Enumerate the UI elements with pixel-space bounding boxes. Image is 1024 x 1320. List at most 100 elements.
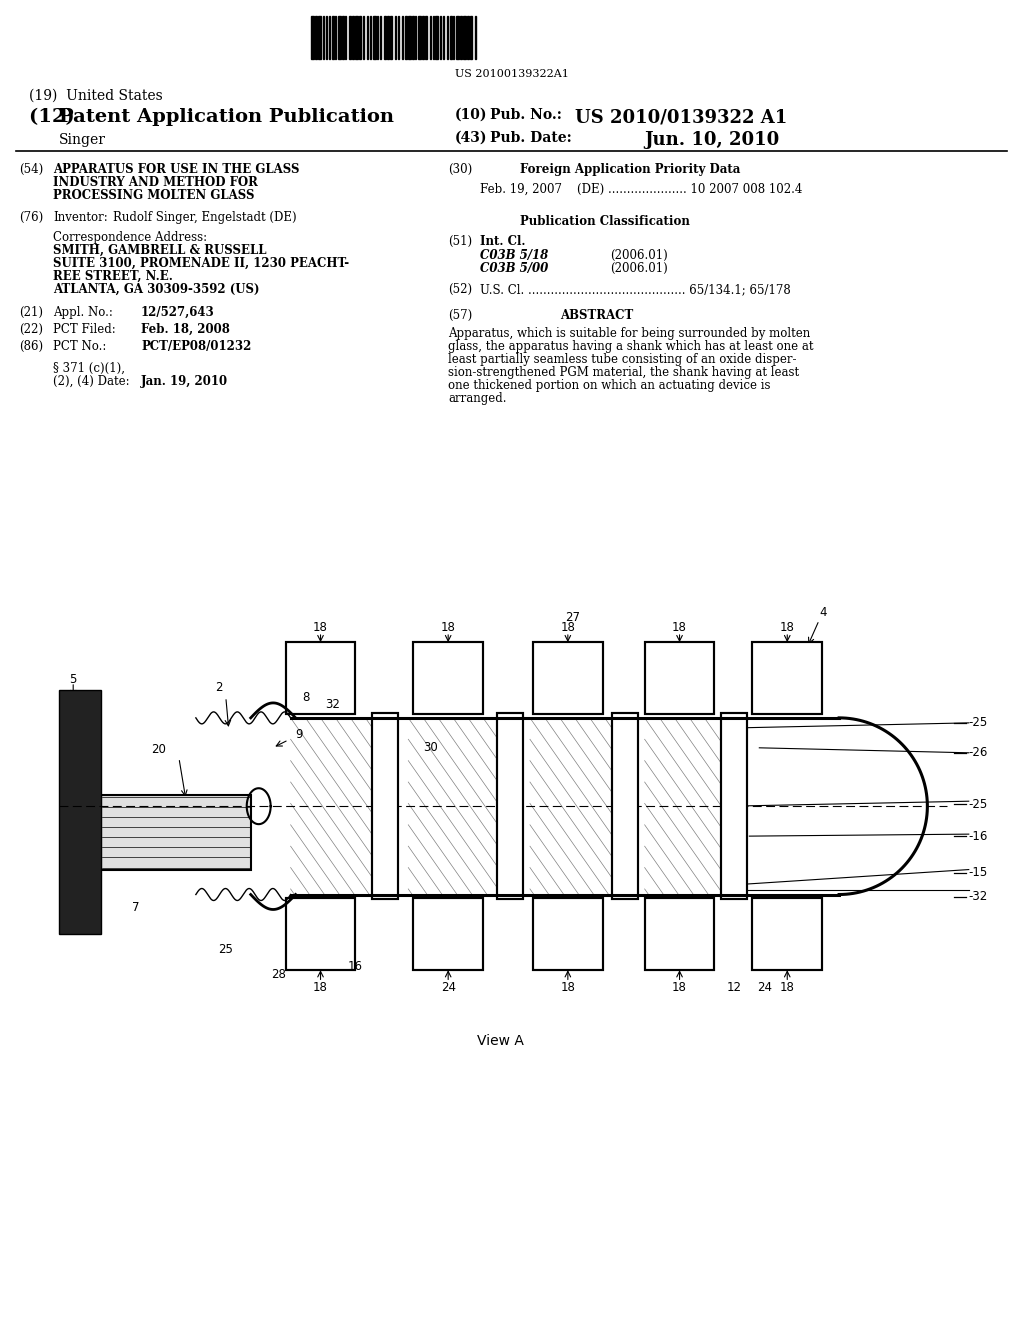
Bar bbox=[373, 713, 398, 899]
Text: US 20100139322A1: US 20100139322A1 bbox=[455, 69, 569, 79]
Text: U.S. Cl. .......................................... 65/134.1; 65/178: U.S. Cl. ...............................… bbox=[480, 282, 791, 296]
Text: PCT/EP08/01232: PCT/EP08/01232 bbox=[141, 339, 251, 352]
Bar bbox=[406, 16, 408, 59]
Text: Patent Application Publication: Patent Application Publication bbox=[59, 108, 394, 127]
Bar bbox=[352, 16, 354, 59]
Text: 18: 18 bbox=[780, 620, 795, 634]
Text: SUITE 3100, PROMENADE II, 1230 PEACHT-: SUITE 3100, PROMENADE II, 1230 PEACHT- bbox=[53, 257, 349, 269]
Bar bbox=[339, 16, 341, 59]
Text: (52): (52) bbox=[449, 282, 472, 296]
Text: (54): (54) bbox=[19, 164, 44, 176]
Bar bbox=[722, 713, 748, 899]
Text: 18: 18 bbox=[672, 981, 687, 994]
Bar bbox=[374, 16, 377, 59]
Bar bbox=[532, 899, 603, 970]
Bar bbox=[286, 642, 355, 714]
Bar bbox=[611, 713, 638, 899]
Bar bbox=[645, 642, 715, 714]
Text: C03B 5/00: C03B 5/00 bbox=[480, 261, 548, 275]
Bar bbox=[467, 16, 469, 59]
Bar bbox=[753, 899, 822, 970]
Text: 12/527,643: 12/527,643 bbox=[141, 306, 215, 318]
Bar bbox=[435, 16, 438, 59]
Text: -25: -25 bbox=[969, 717, 988, 730]
Bar bbox=[425, 16, 427, 59]
Bar bbox=[470, 16, 472, 59]
Text: 18: 18 bbox=[440, 620, 456, 634]
Bar bbox=[497, 713, 523, 899]
Text: -16: -16 bbox=[969, 830, 988, 842]
Text: APPARATUS FOR USE IN THE GLASS: APPARATUS FOR USE IN THE GLASS bbox=[53, 164, 300, 176]
Bar bbox=[460, 16, 462, 59]
Text: Publication Classification: Publication Classification bbox=[520, 215, 690, 228]
Bar bbox=[384, 16, 386, 59]
Bar bbox=[532, 899, 603, 970]
Text: Int. Cl.: Int. Cl. bbox=[480, 235, 525, 248]
Text: 18: 18 bbox=[560, 981, 575, 994]
Text: 16: 16 bbox=[348, 960, 362, 973]
Text: -15: -15 bbox=[969, 866, 988, 879]
Bar bbox=[532, 642, 603, 714]
Bar bbox=[611, 713, 638, 899]
Bar bbox=[286, 642, 355, 714]
Text: § 371 (c)(1),: § 371 (c)(1), bbox=[53, 362, 125, 375]
Bar bbox=[418, 16, 421, 59]
Bar bbox=[349, 16, 351, 59]
Text: (57): (57) bbox=[449, 309, 472, 322]
Text: 32: 32 bbox=[326, 698, 340, 711]
Text: 27: 27 bbox=[565, 611, 580, 623]
Text: (22): (22) bbox=[19, 322, 43, 335]
Bar bbox=[310, 16, 313, 59]
Bar bbox=[373, 713, 398, 899]
Bar bbox=[359, 16, 361, 59]
Text: US 2010/0139322 A1: US 2010/0139322 A1 bbox=[574, 108, 787, 127]
Text: PCT No.:: PCT No.: bbox=[53, 339, 106, 352]
Text: Apparatus, which is suitable for being surrounded by molten: Apparatus, which is suitable for being s… bbox=[449, 327, 810, 339]
Text: View A: View A bbox=[476, 1034, 523, 1048]
Text: (2), (4) Date:: (2), (4) Date: bbox=[53, 375, 130, 388]
Text: Rudolf Singer, Engelstadt (DE): Rudolf Singer, Engelstadt (DE) bbox=[113, 211, 297, 224]
Bar bbox=[413, 16, 415, 59]
Text: Jun. 10, 2010: Jun. 10, 2010 bbox=[645, 131, 780, 149]
Bar bbox=[342, 16, 344, 59]
Text: (30): (30) bbox=[449, 164, 472, 176]
Bar bbox=[387, 16, 389, 59]
Bar bbox=[645, 899, 715, 970]
Bar bbox=[355, 16, 358, 59]
Text: 9: 9 bbox=[295, 729, 302, 742]
Text: Singer: Singer bbox=[59, 133, 106, 147]
Bar bbox=[414, 899, 483, 970]
Bar bbox=[286, 899, 355, 970]
Bar bbox=[645, 899, 715, 970]
Text: Feb. 19, 2007    (DE) ..................... 10 2007 008 102.4: Feb. 19, 2007 (DE) .....................… bbox=[480, 183, 803, 195]
Text: Foreign Application Priority Data: Foreign Application Priority Data bbox=[520, 164, 740, 176]
Text: 18: 18 bbox=[780, 981, 795, 994]
Bar bbox=[390, 16, 392, 59]
Text: 5: 5 bbox=[70, 673, 77, 686]
Bar bbox=[451, 16, 453, 59]
Text: 25: 25 bbox=[218, 942, 233, 956]
Text: -32: -32 bbox=[969, 890, 988, 903]
Text: Feb. 18, 2008: Feb. 18, 2008 bbox=[141, 322, 229, 335]
Bar bbox=[753, 642, 822, 714]
Bar bbox=[414, 642, 483, 714]
Text: 7: 7 bbox=[132, 902, 139, 913]
Text: 18: 18 bbox=[313, 620, 328, 634]
Text: INDUSTRY AND METHOD FOR: INDUSTRY AND METHOD FOR bbox=[53, 176, 258, 189]
Text: (51): (51) bbox=[449, 235, 472, 248]
Bar bbox=[414, 642, 483, 714]
Text: 18: 18 bbox=[313, 981, 328, 994]
Text: (43): (43) bbox=[455, 131, 487, 145]
Text: (76): (76) bbox=[19, 211, 44, 224]
Text: (86): (86) bbox=[19, 339, 43, 352]
Bar bbox=[317, 16, 321, 59]
Text: (2006.01): (2006.01) bbox=[609, 249, 668, 261]
Bar bbox=[532, 642, 603, 714]
Bar bbox=[722, 713, 748, 899]
Polygon shape bbox=[291, 718, 928, 895]
Bar bbox=[59, 690, 101, 935]
Text: (21): (21) bbox=[19, 306, 43, 318]
Text: 24: 24 bbox=[757, 981, 772, 994]
Bar bbox=[753, 899, 822, 970]
Text: 20: 20 bbox=[152, 743, 166, 756]
